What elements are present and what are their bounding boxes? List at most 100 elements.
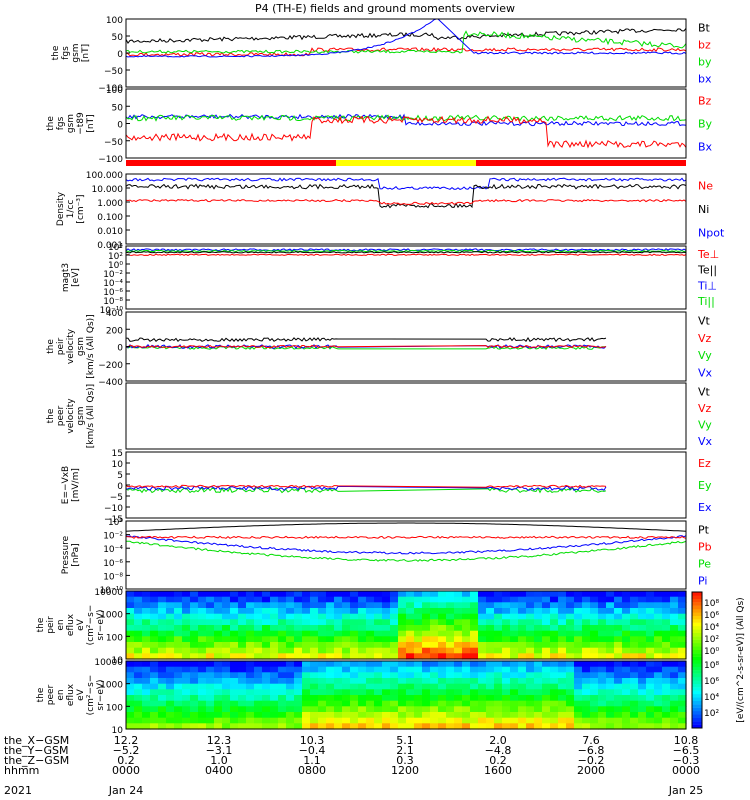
heatmap-cell	[526, 689, 535, 696]
heatmap-cell	[494, 602, 503, 609]
heatmap-cell	[662, 625, 671, 632]
heatmap-cell	[478, 625, 487, 632]
heatmap-cell	[630, 608, 639, 615]
heatmap-cell	[574, 723, 583, 730]
heatmap-cell	[470, 636, 479, 643]
heatmap-cell	[582, 706, 591, 713]
x-tick-label: 10.3	[300, 734, 325, 747]
heatmap-cell	[598, 672, 607, 679]
heatmap-cell	[622, 613, 631, 620]
heatmap-cell	[518, 642, 527, 649]
heatmap-cell	[582, 700, 591, 707]
heatmap-cell	[662, 602, 671, 609]
heatmap-cell	[358, 678, 367, 685]
heatmap-cell	[350, 613, 359, 620]
heatmap-cell	[422, 591, 431, 598]
heatmap-cell	[286, 723, 295, 730]
heatmap-cell	[262, 608, 271, 615]
heatmap-cell	[638, 653, 647, 660]
heatmap-cell	[518, 619, 527, 626]
heatmap-cell	[166, 613, 175, 620]
heatmap-cell	[166, 689, 175, 696]
y-tick-label: 10⁰	[108, 518, 123, 528]
heatmap-cell	[326, 613, 335, 620]
heatmap-cell	[398, 666, 407, 673]
heatmap-cell	[614, 678, 623, 685]
heatmap-cell	[470, 619, 479, 626]
heatmap-cell	[582, 625, 591, 632]
series-line-2	[125, 183, 687, 209]
heatmap-cell	[142, 678, 151, 685]
y-axis-label: en	[56, 689, 66, 700]
heatmap-cell	[558, 653, 567, 660]
heatmap-cell	[510, 723, 519, 730]
heatmap-cell	[358, 683, 367, 690]
x-tick-label: 1200	[391, 764, 419, 777]
heatmap-cell	[486, 625, 495, 632]
heatmap-cell	[390, 647, 399, 654]
heatmap-cell	[350, 608, 359, 615]
heatmap-cell	[630, 678, 639, 685]
heatmap-cell	[134, 642, 143, 649]
heatmap-cell	[502, 642, 511, 649]
x-tick-label: 2000	[577, 764, 605, 777]
heatmap-cell	[174, 625, 183, 632]
heatmap-cell	[438, 712, 447, 719]
heatmap-cell	[510, 717, 519, 724]
legend-entry: by	[698, 56, 712, 69]
heatmap-cell	[470, 717, 479, 724]
heatmap-cell	[502, 613, 511, 620]
y-tick-label: 10⁻⁴	[103, 545, 123, 555]
heatmap-cell	[198, 672, 207, 679]
heatmap-cell	[670, 608, 679, 615]
colorbar-swatch	[692, 680, 702, 684]
heatmap-cell	[534, 700, 543, 707]
heatmap-cell	[582, 672, 591, 679]
heatmap-cell	[678, 642, 687, 649]
heatmap-cell	[206, 608, 215, 615]
heatmap-cell	[222, 642, 231, 649]
heatmap-cell	[446, 619, 455, 626]
heatmap-cell	[214, 712, 223, 719]
heatmap-cell	[278, 613, 287, 620]
heatmap-cell	[262, 717, 271, 724]
heatmap-cell	[342, 591, 351, 598]
heatmap-cell	[406, 723, 415, 730]
heatmap-cell	[454, 608, 463, 615]
heatmap-cell	[518, 683, 527, 690]
heatmap-cell	[662, 712, 671, 719]
heatmap-cell	[294, 712, 303, 719]
heatmap-cell	[526, 712, 535, 719]
heatmap-cell	[246, 642, 255, 649]
heatmap-cell	[326, 700, 335, 707]
heatmap-cell	[678, 591, 687, 598]
heatmap-cell	[430, 591, 439, 598]
heatmap-cell	[310, 647, 319, 654]
heatmap-cell	[574, 636, 583, 643]
x-tick-label: 0000	[672, 764, 700, 777]
heatmap-cell	[254, 723, 263, 730]
heatmap-cell	[574, 661, 583, 668]
legend-entry: Te||	[697, 264, 717, 277]
y-tick-label: 100	[106, 16, 123, 26]
colorbar-swatch	[692, 632, 702, 637]
heatmap-cell	[190, 678, 199, 685]
heatmap-cell	[158, 653, 167, 660]
heatmap-cell	[246, 683, 255, 690]
colorbar-tick: 10⁸	[704, 599, 719, 609]
heatmap-cell	[486, 695, 495, 702]
heatmap-cell	[334, 689, 343, 696]
heatmap-cell	[646, 636, 655, 643]
heatmap-cell	[398, 712, 407, 719]
heatmap-cell	[166, 608, 175, 615]
heatmap-cell	[342, 647, 351, 654]
heatmap-cell	[142, 602, 151, 609]
heatmap-cell	[590, 683, 599, 690]
heatmap-cell	[326, 706, 335, 713]
heatmap-cell	[302, 630, 311, 637]
heatmap-cell	[350, 596, 359, 603]
heatmap-cell	[590, 689, 599, 696]
heatmap-cell	[462, 630, 471, 637]
heatmap-cell	[398, 642, 407, 649]
